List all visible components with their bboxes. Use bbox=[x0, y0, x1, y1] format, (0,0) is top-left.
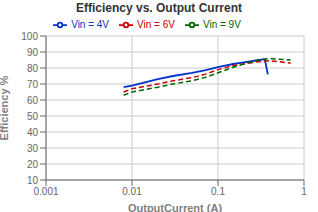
svg-text:40: 40 bbox=[27, 127, 39, 138]
svg-text:100: 100 bbox=[21, 31, 38, 42]
svg-text:50: 50 bbox=[27, 111, 39, 122]
svg-text:30: 30 bbox=[27, 143, 39, 154]
svg-text:90: 90 bbox=[27, 47, 39, 58]
html-text:Efficiency vs. Output Current: Efficiency vs. Output Current bbox=[76, 1, 242, 15]
svg-text:70: 70 bbox=[27, 79, 39, 90]
svg-text:1: 1 bbox=[301, 186, 307, 197]
svg-text:0.001: 0.001 bbox=[33, 186, 58, 197]
svg-text:10: 10 bbox=[27, 175, 39, 186]
svg-text:20: 20 bbox=[27, 159, 39, 170]
svg-text:OutputCurrent (A): OutputCurrent (A) bbox=[128, 202, 222, 212]
svg-text:Efficiency %: Efficiency % bbox=[8, 75, 10, 140]
html-text:Vin = 6V: Vin = 6V bbox=[137, 18, 175, 30]
svg-text:0.01: 0.01 bbox=[122, 186, 142, 197]
svg-text:60: 60 bbox=[27, 95, 39, 106]
svg-text:80: 80 bbox=[27, 63, 39, 74]
svg-text:0.1: 0.1 bbox=[211, 186, 225, 197]
html-text:Vin = 4V: Vin = 4V bbox=[71, 18, 109, 30]
html-text:Vin = 9V: Vin = 9V bbox=[203, 18, 241, 30]
